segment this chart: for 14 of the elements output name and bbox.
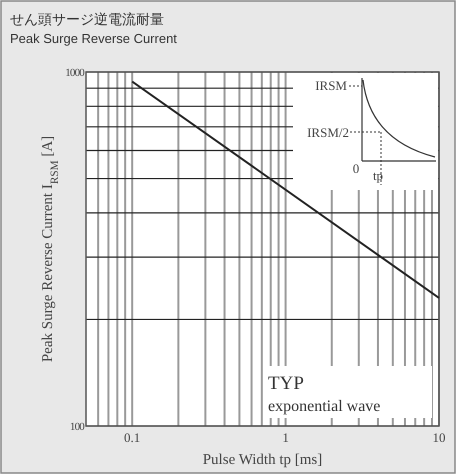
- y-tick-label: 1000: [65, 67, 86, 79]
- chart-title: せん頭サージ逆電流耐量: [10, 11, 164, 27]
- x-axis-title: Pulse Width tp [ms]: [202, 452, 322, 468]
- x-tick-label: 10: [432, 430, 446, 445]
- chart-subtitle: Peak Surge Reverse Current: [10, 31, 178, 46]
- annotation: TYP: [268, 373, 304, 394]
- annotation: IRSM: [315, 78, 348, 93]
- annotation: tp: [372, 168, 384, 183]
- y-tick-label: 100: [70, 421, 86, 433]
- x-tick-label: 1: [282, 430, 289, 445]
- annotation: IRSM/2: [307, 125, 349, 140]
- annotation: 0: [352, 161, 360, 176]
- annotation: exponential wave: [268, 398, 380, 415]
- x-tick-label: 0.1: [124, 430, 140, 445]
